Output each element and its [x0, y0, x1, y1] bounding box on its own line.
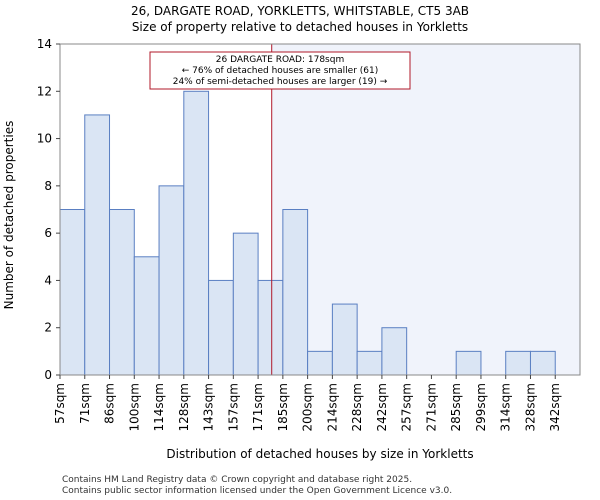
y-tick-label: 2 — [44, 321, 52, 335]
bar-143sqm — [208, 279, 234, 376]
x-tick-label-242sqm: 242sqm — [375, 383, 389, 431]
x-ticks-group: 57sqm 71sqm 86sqm 100sqm 114sqm 128sqm 143sqm 1… — [53, 375, 562, 431]
bar-114sqm — [158, 185, 185, 376]
x-tick-label-157sqm: 157sqm — [226, 383, 240, 431]
y-tick-label: 10 — [37, 132, 52, 146]
bar-285sqm — [455, 350, 482, 376]
y-ticks-group: 0 2 4 6 8 10 12 14 — [37, 37, 60, 382]
bar-128sqm — [183, 90, 210, 376]
bar-57sqm — [59, 209, 86, 376]
footer-line-1: Contains HM Land Registry data © Crown c… — [62, 475, 412, 485]
footer-line-2: Contains public sector information licen… — [62, 486, 452, 496]
plot-frame — [59, 43, 581, 376]
x-tick-label-200sqm: 200sqm — [301, 383, 315, 431]
annotation-line-1: 26 DARGATE ROAD: 178sqm — [216, 55, 344, 65]
x-tick-label-185sqm: 185sqm — [276, 383, 290, 431]
annotation-box: 26 DARGATE ROAD: 178sqm ← 76% of detache… — [149, 51, 411, 90]
x-tick-label-143sqm: 143sqm — [202, 383, 216, 431]
bar-171sqm — [257, 279, 284, 376]
annotation-line-3: 24% of semi-detached houses are larger (… — [173, 77, 388, 87]
x-tick-label-100sqm: 100sqm — [127, 383, 141, 431]
x-tick-label-257sqm: 257sqm — [400, 383, 414, 431]
x-tick-label-342sqm: 342sqm — [548, 383, 562, 431]
bar-157sqm — [232, 232, 259, 376]
y-tick-label: 6 — [44, 226, 52, 240]
bars-group — [59, 90, 556, 376]
annotation-line-2: ← 76% of detached houses are smaller (61… — [182, 66, 379, 76]
x-tick-label-285sqm: 285sqm — [449, 383, 463, 431]
y-tick-label: 4 — [44, 273, 52, 287]
y-tick-label: 12 — [37, 84, 52, 98]
bar-314sqm — [505, 350, 531, 376]
chart-subtitle: Size of property relative to detached ho… — [132, 20, 468, 34]
x-tick-label-57sqm: 57sqm — [53, 383, 67, 424]
x-tick-label-271sqm: 271sqm — [424, 383, 438, 431]
x-tick-label-214sqm: 214sqm — [325, 383, 339, 431]
highlight-region — [271, 44, 580, 375]
x-tick-label-71sqm: 71sqm — [78, 383, 92, 424]
y-axis-label: Number of detached properties — [2, 121, 16, 310]
annotation-border — [149, 51, 411, 90]
y-tick-label: 8 — [44, 179, 52, 193]
plot-background — [271, 44, 580, 375]
bar-328sqm — [529, 350, 556, 376]
y-tick-label: 0 — [44, 368, 52, 382]
bar-100sqm — [133, 256, 160, 376]
x-tick-label-328sqm: 328sqm — [523, 383, 537, 431]
x-tick-label-128sqm: 128sqm — [177, 383, 191, 431]
x-tick-label-86sqm: 86sqm — [103, 383, 117, 424]
bar-228sqm — [356, 350, 383, 376]
x-axis-label: Distribution of detached houses by size … — [166, 447, 473, 461]
axes-group — [59, 43, 581, 376]
bar-214sqm — [331, 303, 358, 376]
bar-185sqm — [282, 209, 309, 376]
bar-242sqm — [381, 327, 408, 376]
y-tick-label: 14 — [37, 37, 52, 51]
bar-200sqm — [307, 350, 333, 376]
x-tick-label-228sqm: 228sqm — [350, 383, 364, 431]
bar-86sqm — [109, 209, 135, 376]
x-tick-label-171sqm: 171sqm — [251, 383, 265, 431]
x-tick-label-314sqm: 314sqm — [499, 383, 513, 431]
bar-71sqm — [84, 114, 111, 376]
x-tick-label-114sqm: 114sqm — [152, 383, 166, 431]
chart-title: 26, DARGATE ROAD, YORKLETTS, WHITSTABLE,… — [131, 4, 469, 18]
x-tick-label-299sqm: 299sqm — [474, 383, 488, 431]
